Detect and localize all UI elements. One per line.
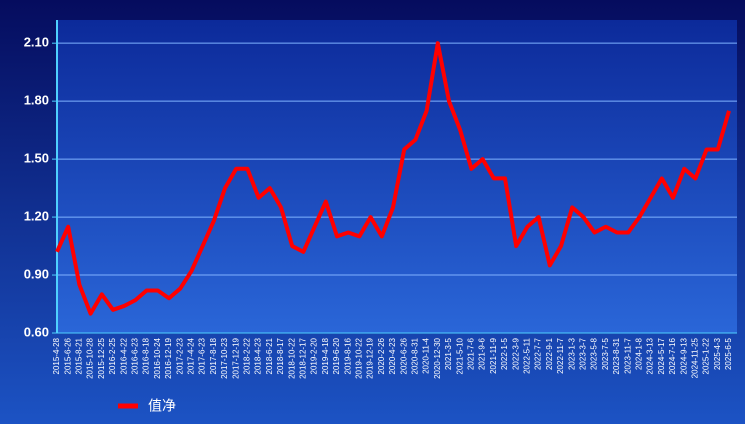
x-tick-label: 2018-8-17: [276, 337, 285, 374]
x-tick-label: 2023-11-7: [623, 337, 632, 373]
x-tick-label: 2019-6-20: [332, 337, 341, 374]
x-tick-label: 2016-8-18: [142, 337, 151, 374]
x-tick-label: 2017-4-24: [187, 337, 196, 374]
x-tick-label: 2019-4-18: [321, 337, 330, 374]
y-tick-label: 1.80: [24, 93, 49, 108]
x-tick-label: 2017-8-18: [209, 337, 218, 374]
x-tick-label: 2015-8-21: [75, 337, 84, 374]
x-tick-label: 2018-4-23: [254, 337, 263, 374]
x-tick-label: 2019-2-20: [310, 337, 319, 374]
x-tick-label: 2022-1-5: [500, 337, 509, 370]
x-tick-label: 2016-12-19: [164, 337, 173, 378]
x-tick-label: 2021-7-6: [467, 337, 476, 370]
x-tick-label: 2024-5-17: [657, 337, 666, 374]
x-tick-label: 2018-12-17: [299, 337, 308, 378]
x-tick-label: 2017-12-19: [231, 337, 240, 378]
x-tick-label: 2024-1-8: [635, 337, 644, 370]
x-tick-label: 2018-6-21: [265, 337, 274, 374]
x-tick-label: 2020-8-31: [411, 337, 420, 374]
x-tick-label: 2019-10-22: [355, 337, 364, 378]
x-tick-label: 2025-4-3: [713, 337, 722, 370]
x-tick-label: 2024-3-13: [646, 337, 655, 374]
x-tick-label: 2015-6-26: [63, 337, 72, 374]
x-tick-label: 2023-1-3: [567, 337, 576, 370]
x-tick-label: 2020-11-4: [422, 337, 431, 373]
x-tick-label: 2017-10-23: [220, 337, 229, 378]
x-tick-label: 2016-6-23: [131, 337, 140, 374]
x-tick-label: 2017-2-23: [175, 337, 184, 374]
x-tick-label: 2016-10-24: [153, 337, 162, 378]
x-tick-label: 2019-8-16: [343, 337, 352, 374]
x-tick-label: 2021-9-6: [478, 337, 487, 370]
x-tick-label: 2023-3-7: [579, 337, 588, 370]
x-tick-label: 2022-9-1: [545, 337, 554, 370]
x-tick-label: 2020-12-30: [433, 337, 442, 378]
x-tick-label: 2020-6-26: [399, 337, 408, 374]
x-tick-label: 2021-5-10: [455, 337, 464, 374]
line: [55, 41, 731, 316]
y-tick-label: 1.50: [24, 151, 49, 166]
x-tick-label: 2022-11-7: [556, 337, 565, 373]
x-tick-label: 2023-7-5: [601, 337, 610, 370]
x-tick-label: 2021-3-5: [444, 337, 453, 370]
y-tick-label: 0.60: [24, 324, 49, 339]
x-tick-label: 2015-12-25: [97, 337, 106, 378]
x-tick-label: 2017-6-23: [198, 337, 207, 374]
x-tick-label: 2015-10-28: [86, 337, 95, 378]
x-tick-label: 2024-11-25: [691, 337, 700, 378]
legend-label: 值净: [148, 398, 176, 414]
x-tick-label: 2020-2-26: [377, 337, 386, 374]
x-tick-label: 2022-5-11: [523, 337, 532, 373]
x-tick-label: 2016-2-25: [108, 337, 117, 374]
x-tick-label: 2016-4-22: [119, 337, 128, 374]
x-tick-label: 2024-7-16: [668, 337, 677, 374]
x-tick-label: 2023-5-8: [590, 337, 599, 370]
x-tick-label: 2025-6-5: [724, 337, 733, 370]
x-tick-label: 2021-11-9: [489, 337, 498, 373]
x-tick-label: 2020-4-23: [388, 337, 397, 374]
x-tick-label: 2015-4-28: [52, 337, 61, 374]
x-tick-label: 2025-1-22: [702, 337, 711, 374]
x-tick-label: 2019-12-19: [366, 337, 375, 378]
x-tick-label: 2023-8-31: [612, 337, 621, 374]
x-tick-label: 2022-3-9: [511, 337, 520, 370]
x-tick-label: 2018-2-22: [243, 337, 252, 374]
y-tick-label: 2.10: [24, 35, 49, 50]
x-tick-label: 2018-10-22: [287, 337, 296, 378]
x-tick-label: 2024-9-13: [679, 337, 688, 374]
x-tick-label: 2022-7-7: [534, 337, 543, 370]
y-tick-label: 0.90: [24, 266, 49, 281]
y-tick-label: 1.20: [24, 209, 49, 224]
